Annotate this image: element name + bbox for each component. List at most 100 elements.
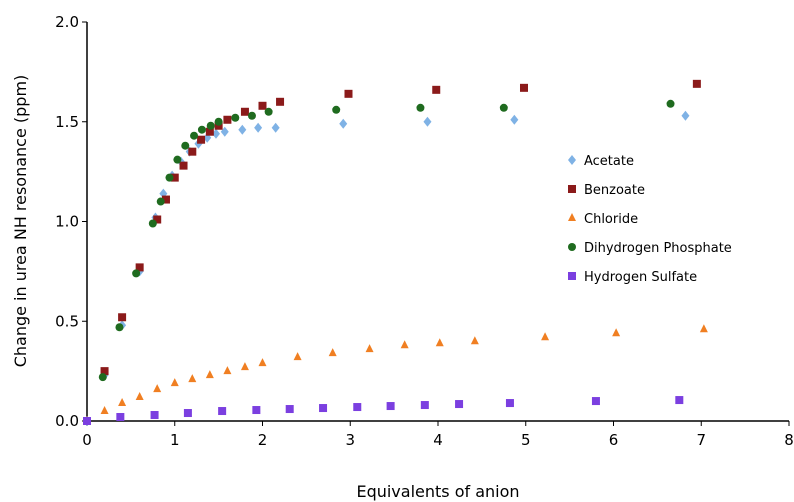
data-point xyxy=(319,404,328,413)
legend-label: Benzoate xyxy=(584,183,645,198)
data-point xyxy=(153,384,162,393)
data-point xyxy=(238,124,247,135)
data-point xyxy=(153,215,162,224)
data-point xyxy=(132,269,141,278)
data-point xyxy=(214,117,223,126)
data-point xyxy=(247,111,256,120)
data-point xyxy=(240,362,249,371)
legend-marker xyxy=(568,243,576,251)
x-axis-title: Equivalents of anion xyxy=(356,482,519,501)
y-tick-label: 1.0 xyxy=(55,213,79,231)
data-point xyxy=(470,336,479,345)
data-point xyxy=(541,332,550,341)
data-point xyxy=(165,173,174,182)
x-tick-label: 6 xyxy=(609,431,619,449)
data-point xyxy=(328,348,337,357)
legend-marker xyxy=(568,272,576,280)
legend-label: Hydrogen Sulfate xyxy=(584,270,697,285)
data-point xyxy=(252,406,261,415)
y-axis-title: Change in urea NH resonance (ppm) xyxy=(11,75,30,368)
data-point xyxy=(148,219,157,228)
data-point xyxy=(435,338,444,347)
data-point xyxy=(681,110,690,121)
data-point xyxy=(206,121,215,130)
data-point xyxy=(197,135,206,144)
x-tick-label: 3 xyxy=(345,431,355,449)
data-point xyxy=(699,324,708,333)
series-hydrogen-sulfate xyxy=(83,396,684,425)
data-point xyxy=(156,197,165,206)
data-point xyxy=(505,399,514,408)
data-point xyxy=(220,126,229,137)
data-point xyxy=(519,83,528,92)
legend-item: Dihydrogen Phosphate xyxy=(568,241,732,256)
data-point xyxy=(285,405,294,414)
data-point xyxy=(420,401,429,410)
data-point xyxy=(83,417,91,425)
x-tick-label: 4 xyxy=(433,431,443,449)
data-point xyxy=(293,352,302,361)
data-point xyxy=(612,328,621,337)
data-point xyxy=(258,101,267,110)
legend-item: Chloride xyxy=(568,212,638,227)
data-point xyxy=(264,107,273,116)
y-tick-label: 0.5 xyxy=(55,312,79,330)
data-point xyxy=(353,403,362,412)
data-point xyxy=(181,141,190,150)
x-tick-label: 1 xyxy=(170,431,180,449)
data-point xyxy=(223,366,232,375)
data-point xyxy=(258,358,267,367)
data-point xyxy=(205,370,214,379)
data-point xyxy=(386,402,395,411)
data-point xyxy=(188,374,197,383)
data-point xyxy=(240,107,249,116)
data-point xyxy=(170,173,179,182)
data-point xyxy=(98,373,107,382)
data-point xyxy=(254,122,263,133)
data-point xyxy=(218,407,227,416)
data-point xyxy=(339,118,348,129)
data-point xyxy=(432,85,441,94)
data-point xyxy=(400,340,409,349)
series-chloride xyxy=(83,324,708,424)
data-point xyxy=(183,409,192,418)
legend-label: Chloride xyxy=(584,212,638,227)
data-point xyxy=(675,396,684,405)
data-point xyxy=(416,103,425,112)
data-point xyxy=(190,131,199,140)
legend: Acetate Benzoate Chloride Dihydrogen Phosph… xyxy=(568,154,732,285)
data-point xyxy=(135,263,144,272)
data-point xyxy=(100,406,109,415)
legend-label: Acetate xyxy=(584,154,634,169)
x-tick-label: 5 xyxy=(521,431,531,449)
data-point xyxy=(510,114,519,125)
data-point xyxy=(666,99,675,108)
data-point xyxy=(135,392,144,401)
x-tick-label: 2 xyxy=(258,431,268,449)
data-point xyxy=(116,413,125,422)
data-point xyxy=(100,367,109,376)
data-point xyxy=(423,116,432,127)
legend-marker xyxy=(568,213,576,221)
y-tick-label: 1.5 xyxy=(55,113,79,131)
data-point xyxy=(118,313,127,322)
legend-item: Hydrogen Sulfate xyxy=(568,270,697,285)
y-tick-label: 0.0 xyxy=(55,412,79,430)
data-point xyxy=(188,147,197,156)
axes xyxy=(86,22,789,422)
data-point xyxy=(170,378,179,387)
legend-marker xyxy=(568,155,576,165)
data-point xyxy=(118,398,127,407)
data-point xyxy=(344,89,353,98)
legend-label: Dihydrogen Phosphate xyxy=(584,241,732,256)
data-point xyxy=(150,411,159,420)
legend-marker xyxy=(568,185,576,193)
data-point xyxy=(211,128,220,139)
ticks: 0 1 2 3 4 5 6 7 8 0.0 0.5 1.0 1.5 2.0 xyxy=(55,13,794,449)
data-point xyxy=(365,344,374,353)
data-point xyxy=(692,79,701,88)
data-point xyxy=(276,97,285,106)
data-point xyxy=(332,105,341,114)
x-tick-label: 7 xyxy=(696,431,706,449)
